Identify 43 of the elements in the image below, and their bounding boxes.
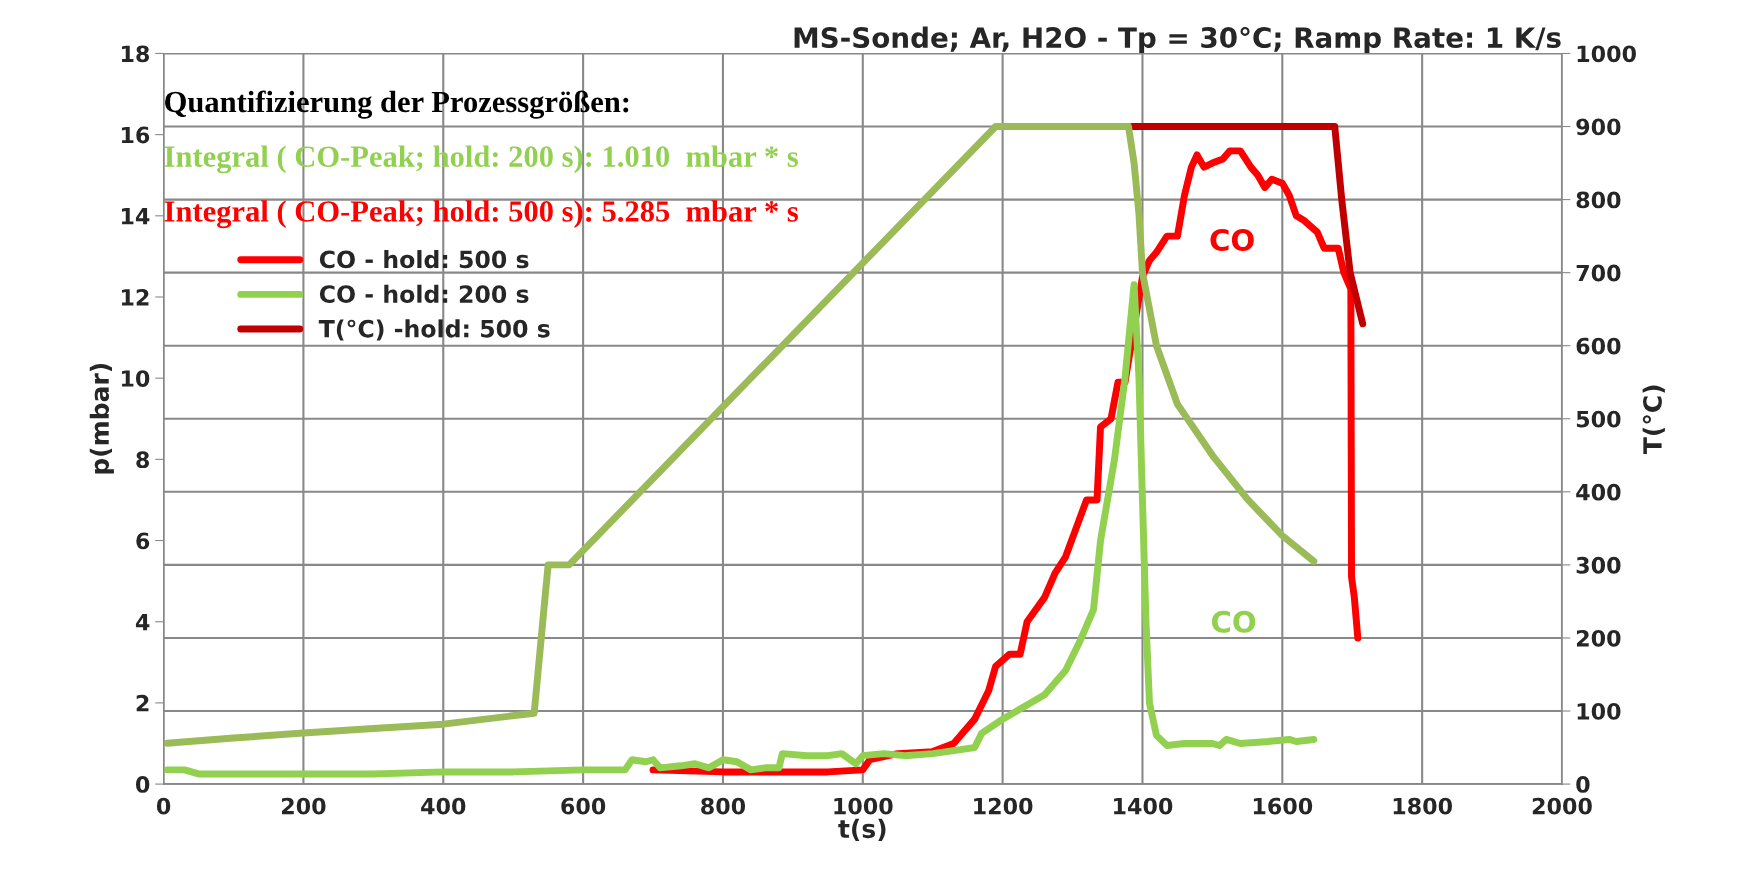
y-tick-label: 0 [135, 776, 150, 793]
legend-label: CO - hold: 200 s [319, 284, 529, 303]
y-tick-label: 6 [136, 532, 150, 550]
x-tick-label: 1000 [834, 797, 893, 815]
y-tick-label: 10 [121, 370, 150, 387]
y2-tick-label: 800 [1576, 191, 1621, 209]
y2-axis-title: T(°C) [1642, 385, 1665, 455]
y2-tick-label: 100 [1577, 702, 1621, 720]
x-tick-label: 600 [561, 797, 606, 815]
x-tick-label: 800 [701, 797, 746, 815]
y2-tick-label: 400 [1576, 483, 1621, 501]
y2-tick-label: 200 [1576, 629, 1621, 647]
x-tick-label: 1600 [1253, 797, 1313, 815]
y2-tick-label: 700 [1576, 264, 1621, 282]
x-tick-label: 1400 [1114, 797, 1173, 815]
y-tick-label: 4 [135, 613, 150, 631]
y2-tick-label: 500 [1576, 410, 1621, 428]
y2-tick-label: 600 [1576, 337, 1621, 355]
x-tick-label: 1200 [974, 797, 1033, 815]
x-tick-label: 1800 [1393, 797, 1453, 815]
y2-tick-label: 300 [1576, 556, 1621, 574]
y-tick-label: 18 [121, 45, 150, 63]
y2-tick-label: 0 [1576, 776, 1590, 793]
y-tick-label: 16 [121, 126, 150, 144]
y-tick-label: 14 [121, 208, 150, 225]
y-tick-label: 2 [136, 694, 149, 712]
y2-tick-label: 1000 [1577, 45, 1636, 63]
y-tick-label: 8 [136, 451, 150, 469]
annotation: CO [1210, 228, 1254, 252]
annotation: Integral ( CO-Peak; hold: 500 s): 5.285 mbar * s [164, 200, 798, 229]
annotation: CO [1211, 610, 1256, 633]
y-tick-label: 12 [121, 288, 149, 306]
legend-label: T(°C) -hold: 500 s [318, 319, 550, 341]
x-tick-label: 200 [281, 797, 326, 815]
x-axis-title: t(s) [838, 818, 886, 842]
x-tick-label: 400 [421, 797, 466, 815]
x-tick-label: 0 [156, 797, 171, 815]
annotation: Quantifizierung der Prozessgrößen: [165, 90, 629, 119]
y2-tick-label: 900 [1576, 118, 1621, 136]
chart-title: MS-Sonde; Ar, H2O - Tp = 30°C; Ramp Rate: 1 K/s [794, 26, 1561, 54]
legend-label: CO - hold: 500 s [319, 250, 529, 269]
x-tick-label: 2000 [1532, 797, 1592, 815]
y-axis-title: p(mbar) [89, 363, 114, 474]
